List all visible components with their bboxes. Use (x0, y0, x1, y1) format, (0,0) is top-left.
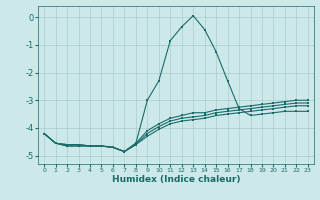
X-axis label: Humidex (Indice chaleur): Humidex (Indice chaleur) (112, 175, 240, 184)
